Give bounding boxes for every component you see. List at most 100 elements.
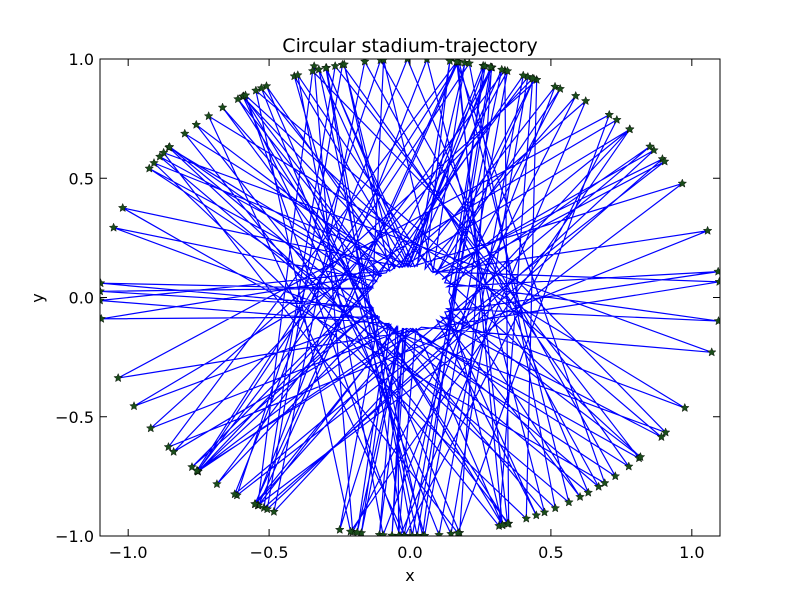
bounce-marker xyxy=(635,451,646,462)
bounce-marker xyxy=(307,66,318,76)
x-tick-label: 0.5 xyxy=(538,543,563,562)
bounce-marker xyxy=(464,59,475,68)
bounce-marker xyxy=(108,222,119,232)
bounce-marker xyxy=(502,518,513,528)
bounce-marker xyxy=(191,119,202,129)
bounce-marker xyxy=(164,141,175,152)
bounce-marker xyxy=(187,462,197,472)
bounce-marker xyxy=(659,156,670,166)
bounce-marker xyxy=(404,59,411,64)
bounce-marker xyxy=(624,461,634,471)
y-axis-label: y xyxy=(28,293,47,302)
bounce-marker xyxy=(144,163,155,173)
bounce-marker xyxy=(645,141,655,151)
bounce-marker xyxy=(570,90,581,101)
bounce-marker xyxy=(539,507,550,517)
bounce-marker xyxy=(660,427,671,437)
bounce-marker xyxy=(233,94,243,104)
bounce-marker xyxy=(339,59,350,69)
x-tick-label: −1.0 xyxy=(109,543,148,562)
bounce-marker xyxy=(625,124,635,134)
bounce-marker xyxy=(360,59,370,66)
y-tick-label: 0.0 xyxy=(69,289,94,308)
bounce-marker xyxy=(117,202,128,212)
bounce-marker xyxy=(564,497,574,507)
x-tick-label: −0.5 xyxy=(250,543,289,562)
bounce-marker xyxy=(229,489,240,499)
bounce-marker xyxy=(149,157,159,168)
bounce-marker xyxy=(555,83,565,93)
bounce-marker xyxy=(345,526,356,536)
bounce-marker xyxy=(262,504,273,514)
bounce-marker xyxy=(192,465,202,475)
bounce-marker xyxy=(387,530,397,536)
y-tick-label: 0.5 xyxy=(69,169,94,188)
bounce-marker xyxy=(575,491,585,501)
bounce-marker xyxy=(527,73,538,83)
bounce-marker xyxy=(419,530,430,536)
bounce-marker xyxy=(378,530,388,536)
bounce-marker xyxy=(656,431,667,442)
bounce-marker xyxy=(702,225,713,235)
bounce-marker xyxy=(168,446,179,456)
bounce-marker xyxy=(251,85,261,95)
bounce-marker xyxy=(453,528,463,536)
bounce-marker xyxy=(100,313,107,323)
bounce-marker xyxy=(518,70,529,80)
bounce-marker xyxy=(677,178,688,188)
bounce-marker xyxy=(593,481,604,491)
bounce-marker xyxy=(352,527,362,536)
bounce-marker xyxy=(293,70,303,80)
chart-title: Circular stadium-trajectory xyxy=(282,35,537,57)
bounce-marker xyxy=(599,478,610,488)
bounce-marker xyxy=(163,441,174,452)
bounce-marker xyxy=(158,147,169,157)
bounce-marker xyxy=(113,372,123,383)
bounce-marker xyxy=(706,347,717,357)
bounce-marker xyxy=(240,90,251,100)
bounce-marker xyxy=(330,61,340,71)
bounce-marker xyxy=(612,114,622,124)
bounce-marker xyxy=(212,479,222,489)
bounce-marker xyxy=(379,59,388,64)
axis-ticks: −1.0 −0.5 0.0 0.5 1.0 −1.0 −0.5 0.0 0.5 1.0 xyxy=(55,50,720,562)
bounce-marker xyxy=(250,498,260,509)
bounce-marker xyxy=(129,401,139,411)
bounce-marker xyxy=(550,503,561,513)
bounce-marker xyxy=(583,487,594,497)
bounce-marker xyxy=(610,471,621,481)
bounce-marker xyxy=(203,111,214,121)
bounce-marker xyxy=(580,95,591,106)
bounce-marker xyxy=(452,59,462,66)
bounce-marker xyxy=(269,506,279,516)
bounce-marker xyxy=(531,510,542,520)
bounce-marker xyxy=(497,520,508,530)
bounce-marker xyxy=(480,61,490,71)
bounce-marker xyxy=(314,64,324,74)
bounce-marker xyxy=(434,529,444,536)
x-axis-label: x xyxy=(405,566,414,585)
bounce-marker xyxy=(496,64,507,74)
bounce-marker xyxy=(604,109,615,119)
bounce-marker xyxy=(713,316,720,326)
bounce-marker xyxy=(445,59,455,66)
bounce-marker xyxy=(321,62,331,73)
bounce-marker xyxy=(155,151,165,161)
y-tick-label: −1.0 xyxy=(55,527,94,546)
bounce-marker xyxy=(485,62,496,72)
bounce-marker xyxy=(680,402,690,412)
x-tick-label: 1.0 xyxy=(679,543,704,562)
bounce-marker xyxy=(713,266,720,276)
bounce-marker-layer xyxy=(100,59,720,536)
bounce-marker xyxy=(393,530,404,536)
bounce-marker xyxy=(423,59,431,64)
bounce-marker xyxy=(100,278,106,288)
bounce-marker xyxy=(217,102,228,112)
bounce-marker xyxy=(714,276,720,286)
bounce-marker xyxy=(334,524,345,534)
bounce-marker xyxy=(145,423,156,433)
y-tick-label: −0.5 xyxy=(55,408,94,427)
bounce-marker xyxy=(261,81,272,91)
